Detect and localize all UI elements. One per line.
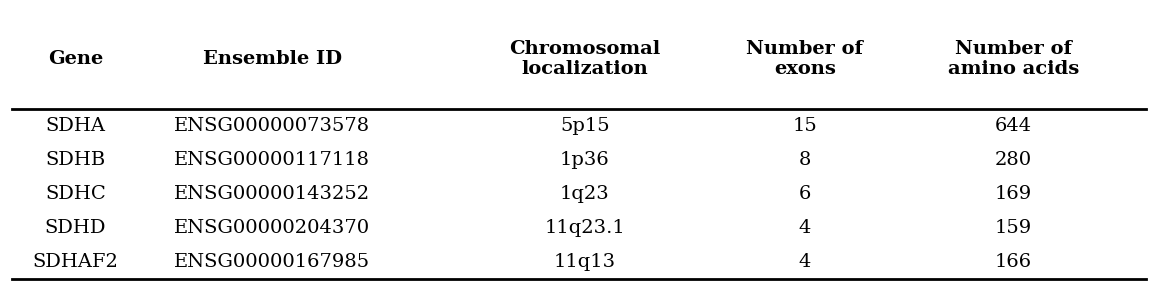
- Text: 166: 166: [995, 253, 1032, 271]
- Text: 11q23.1: 11q23.1: [544, 219, 625, 237]
- Text: 6: 6: [799, 185, 811, 203]
- Text: ENSG00000204370: ENSG00000204370: [174, 219, 371, 237]
- Text: ENSG00000073578: ENSG00000073578: [174, 118, 371, 135]
- Text: 11q13: 11q13: [554, 253, 616, 271]
- Text: Chromosomal
localization: Chromosomal localization: [510, 40, 660, 78]
- Text: 4: 4: [799, 219, 811, 237]
- Text: 8: 8: [799, 151, 811, 169]
- Text: SDHC: SDHC: [45, 185, 105, 203]
- Text: SDHD: SDHD: [44, 219, 107, 237]
- Text: Number of
amino acids: Number of amino acids: [947, 40, 1079, 78]
- Text: 159: 159: [995, 219, 1032, 237]
- Text: Number of
exons: Number of exons: [747, 40, 863, 78]
- Text: ENSG00000117118: ENSG00000117118: [174, 151, 371, 169]
- Text: SDHAF2: SDHAF2: [32, 253, 118, 271]
- Text: 169: 169: [995, 185, 1032, 203]
- Text: 280: 280: [995, 151, 1032, 169]
- Text: SDHA: SDHA: [45, 118, 105, 135]
- Text: SDHB: SDHB: [45, 151, 105, 169]
- Text: ENSG00000143252: ENSG00000143252: [174, 185, 371, 203]
- Text: 1p36: 1p36: [560, 151, 609, 169]
- Text: 4: 4: [799, 253, 811, 271]
- Text: 1q23: 1q23: [560, 185, 609, 203]
- Text: 5p15: 5p15: [560, 118, 609, 135]
- Text: ENSG00000167985: ENSG00000167985: [174, 253, 371, 271]
- Text: Ensemble ID: Ensemble ID: [203, 50, 342, 68]
- Text: 15: 15: [792, 118, 818, 135]
- Text: Gene: Gene: [47, 50, 103, 68]
- Text: 644: 644: [995, 118, 1032, 135]
